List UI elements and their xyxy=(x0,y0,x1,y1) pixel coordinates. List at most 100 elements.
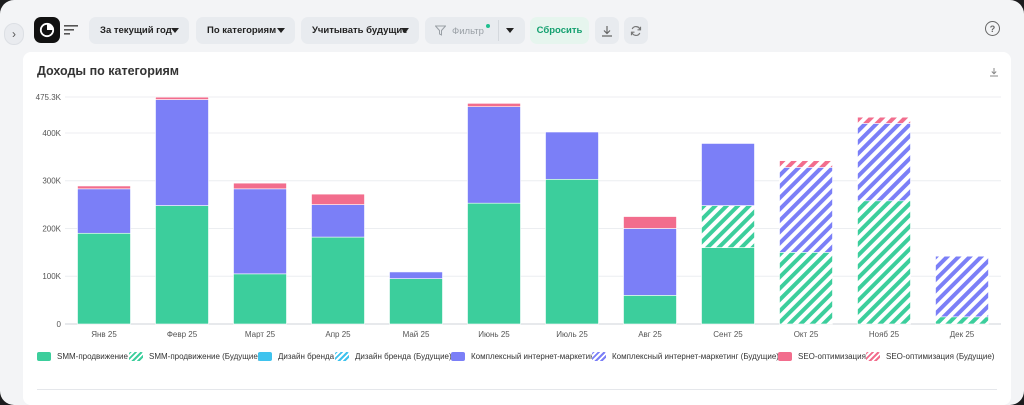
x-tick-label: Июнь 25 xyxy=(478,330,510,339)
app-logo[interactable] xyxy=(34,17,60,43)
bar-segment[interactable] xyxy=(389,278,443,325)
bar-segment[interactable] xyxy=(467,103,521,107)
bar-segment[interactable] xyxy=(233,273,287,325)
y-tick-label: 400K xyxy=(42,129,61,138)
bar-segment[interactable] xyxy=(857,123,911,202)
bar-segment[interactable] xyxy=(623,228,677,296)
bar-segment[interactable] xyxy=(779,160,833,168)
clock-pie-icon xyxy=(39,22,55,38)
grouping-select[interactable]: По категориям xyxy=(196,17,295,44)
y-tick-label: 200K xyxy=(42,224,61,233)
filter-active-dot xyxy=(486,24,490,28)
sort-lines-icon[interactable] xyxy=(64,23,78,37)
caret-down-icon xyxy=(277,28,285,33)
download-button[interactable] xyxy=(595,17,619,44)
bar-segment[interactable] xyxy=(389,271,443,279)
legend-item[interactable]: SEO-оптимизация (Будущие) xyxy=(866,352,994,361)
legend-item[interactable]: Комплексный интернет-маркетинг (Будущие) xyxy=(592,352,779,361)
bar-segment[interactable] xyxy=(467,106,521,204)
future-select[interactable]: Учитывать будущие xyxy=(301,17,419,44)
bar-segment[interactable] xyxy=(155,205,209,325)
filter-label: Фильтр xyxy=(452,26,484,37)
chart-legend: SMM-продвижение SMM-продвижение (Будущие)… xyxy=(37,352,1007,366)
x-tick-label: Янв 25 xyxy=(91,330,117,339)
bar-segment[interactable] xyxy=(77,232,131,325)
x-tick-label: Окт 25 xyxy=(794,330,819,339)
x-tick-label: Нояб 25 xyxy=(869,330,900,339)
legend-item[interactable]: Дизайн бренда (Будущие) xyxy=(335,352,452,361)
bar-segment[interactable] xyxy=(857,116,911,124)
refresh-button[interactable] xyxy=(624,17,648,44)
toolbar: За текущий год По категориям Учитывать б… xyxy=(34,14,1014,46)
funnel-icon xyxy=(435,25,446,36)
legend-swatch xyxy=(592,352,606,361)
bar-segment[interactable] xyxy=(77,188,131,234)
bar-segment[interactable] xyxy=(779,252,833,325)
income-chart-card: Доходы по категориям 0 100K 200K 300K 400K 47… xyxy=(23,52,1011,405)
legend-label: SEO-оптимизация (Будущие) xyxy=(886,352,995,361)
y-tick-label: 100K xyxy=(42,272,61,281)
stacked-bar-chart: 0 100K 200K 300K 400K 475.3K Янв 25 Февр 25 Март… xyxy=(36,93,1001,339)
bar-segment[interactable] xyxy=(311,204,365,238)
refresh-icon xyxy=(630,25,642,36)
legend-item[interactable]: Комплексный интернет-маркетинг xyxy=(451,352,597,361)
bar-segment[interactable] xyxy=(779,167,833,253)
bar-segment[interactable] xyxy=(701,247,755,325)
x-tick-label: Май 25 xyxy=(403,330,430,339)
x-tick-label: Авг 25 xyxy=(638,330,662,339)
legend-swatch xyxy=(778,352,792,361)
bar-segment[interactable] xyxy=(155,96,209,100)
legend-label: Дизайн бренда xyxy=(278,352,335,361)
sidebar-expand-button[interactable]: › xyxy=(4,23,24,45)
legend-swatch xyxy=(37,352,51,361)
bar-segment[interactable] xyxy=(623,295,677,325)
bar-segment[interactable] xyxy=(233,182,287,190)
bar-segment[interactable] xyxy=(77,185,131,190)
filter-dropdown-caret[interactable] xyxy=(506,28,514,33)
y-tick-label: 475.3K xyxy=(36,93,62,102)
bar-segment[interactable] xyxy=(545,131,599,180)
bar-segment[interactable] xyxy=(701,205,755,248)
download-icon xyxy=(602,25,612,37)
bar-segment[interactable] xyxy=(155,99,209,206)
legend-item[interactable]: Дизайн бренда xyxy=(258,352,334,361)
legend-label: Комплексный интернет-маркетинг xyxy=(471,352,598,361)
bar-segment[interactable] xyxy=(935,255,989,318)
legend-item[interactable]: SMM-продвижение xyxy=(37,352,128,361)
bar-segment[interactable] xyxy=(857,200,911,325)
bar-segment[interactable] xyxy=(545,178,599,325)
y-tick-label: 0 xyxy=(57,320,62,329)
bar-segment[interactable] xyxy=(467,202,521,325)
legend-label: SMM-продвижение xyxy=(57,352,128,361)
legend-label: SMM-продвижение (Будущие) xyxy=(149,352,261,361)
caret-down-icon xyxy=(171,28,179,33)
bar-segment[interactable] xyxy=(311,236,365,325)
x-tick-label: Апр 25 xyxy=(325,330,351,339)
grouping-select-label: По категориям xyxy=(207,25,277,36)
x-tick-label: Сент 25 xyxy=(713,330,743,339)
legend-swatch xyxy=(129,352,143,361)
x-tick-label: Дек 25 xyxy=(950,330,975,339)
legend-item[interactable]: SMM-продвижение (Будущие) xyxy=(129,352,260,361)
card-title: Доходы по категориям xyxy=(37,64,180,78)
bar-segment[interactable] xyxy=(623,216,677,229)
bar-segment[interactable] xyxy=(935,316,989,325)
bar-segment[interactable] xyxy=(311,193,365,205)
legend-swatch xyxy=(866,352,880,361)
help-button[interactable]: ? xyxy=(985,21,1000,36)
filter-divider xyxy=(498,20,499,41)
bar-segment[interactable] xyxy=(233,188,287,275)
help-icon: ? xyxy=(989,23,996,34)
period-select[interactable]: За текущий год xyxy=(89,17,189,44)
reset-button[interactable]: Сбросить xyxy=(530,17,589,44)
future-select-label: Учитывать будущие xyxy=(312,25,408,36)
legend-swatch xyxy=(258,352,272,361)
chart-download-button[interactable] xyxy=(989,64,999,82)
filter-button[interactable]: Фильтр xyxy=(425,17,525,44)
reset-label: Сбросить xyxy=(536,25,583,36)
x-tick-label: Июль 25 xyxy=(556,330,588,339)
chevron-right-icon: › xyxy=(12,27,16,41)
legend-item[interactable]: SEO-оптимизация xyxy=(778,352,866,361)
bar-segment[interactable] xyxy=(701,143,755,206)
